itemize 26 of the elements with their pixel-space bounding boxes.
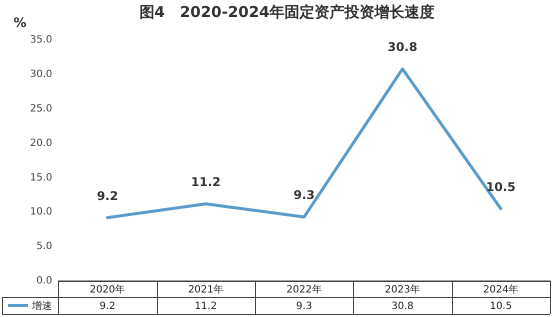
legend-label: 增速 (31, 300, 52, 312)
y-tick-label: 10.0 (30, 206, 52, 218)
data-label: 10.5 (490, 301, 512, 312)
text: 10.5 (486, 180, 516, 194)
y-tick-label: 25.0 (30, 103, 52, 114)
y-tick-label: 15.0 (30, 172, 52, 184)
x-tick-label: 2021年 (188, 284, 224, 296)
x-tick-label: 2022年 (286, 284, 322, 296)
x-tick-label: 2020年 (90, 284, 126, 296)
y-tick-label: 35.0 (30, 34, 52, 46)
text: 9.3 (294, 188, 315, 202)
y-tick-label: 20.0 (30, 138, 52, 149)
y-axis-title: % (13, 16, 27, 31)
x-tick-label: 2023年 (384, 284, 420, 296)
y-tick-label: 30.0 (30, 69, 52, 80)
chart-title: 图4 2020-2024年固定资产投资增长速度 (139, 2, 435, 21)
text: 9.2 (96, 188, 118, 203)
y-tick-label: 5.0 (36, 241, 52, 252)
text: 30.8 (388, 40, 418, 54)
x-tick-label: 2024年 (483, 284, 519, 296)
text: 11.2 (190, 175, 221, 190)
data-label: 9.3 (296, 301, 312, 312)
data-label: 11.2 (194, 301, 217, 312)
data-label: 9.2 (99, 301, 116, 312)
y-tick-label: 0.0 (36, 276, 52, 287)
data-label: 30.8 (391, 301, 414, 312)
